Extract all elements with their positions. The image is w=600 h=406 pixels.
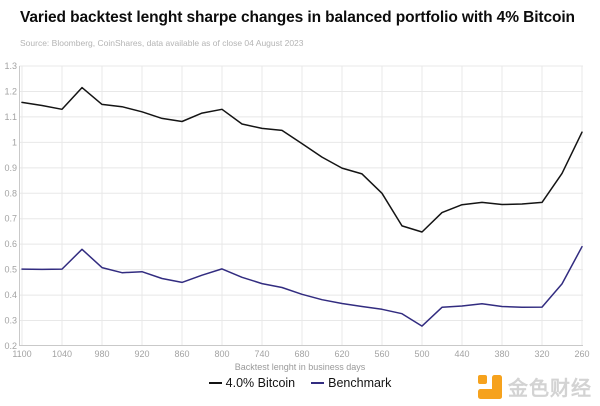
x-tick-label: 1100 [12, 349, 31, 359]
legend-label-benchmark: Benchmark [328, 376, 392, 390]
y-tick-label: 1 [12, 137, 17, 147]
legend-item-benchmark: Benchmark [311, 376, 391, 390]
x-tick-label: 800 [214, 349, 229, 359]
y-tick-label: 0.3 [4, 316, 17, 326]
y-tick-label: 0.7 [4, 214, 17, 224]
jinse-finance-logo: 金色财经 [478, 372, 592, 401]
x-tick-label: 680 [294, 349, 309, 359]
jinse-logo-text: 金色财经 [508, 378, 592, 400]
x-tick-label: 260 [574, 349, 589, 359]
x-tick-label: 500 [414, 349, 429, 359]
legend-item-bitcoin: 4.0% Bitcoin [208, 376, 296, 390]
series-line-4-0-bitcoin [21, 86, 583, 233]
benchmark-line-swatch-icon [311, 382, 325, 384]
y-tick-label: 0.5 [4, 265, 17, 275]
x-tick-label: 320 [534, 349, 549, 359]
x-tick-label: 920 [134, 349, 149, 359]
x-tick-label: 1040 [52, 349, 72, 359]
axis-lines [19, 66, 583, 346]
x-tick-label: 860 [174, 349, 189, 359]
y-tick-label: 1.1 [4, 112, 17, 122]
y-tick-label: 1.2 [4, 86, 17, 96]
x-tick-label: 560 [374, 349, 389, 359]
chart-legend: 4.0% Bitcoin Benchmark [0, 376, 600, 390]
y-tick-label: 0.4 [4, 290, 17, 300]
y-tick-label: 0.6 [4, 239, 17, 249]
y-tick-label: 0.9 [4, 163, 17, 173]
page-title: Varied backtest lenght sharpe changes in… [20, 9, 575, 26]
x-tick-label: 980 [94, 349, 109, 359]
x-tick-label: 440 [454, 349, 469, 359]
y-tick-label: 0.2 [4, 341, 17, 351]
x-tick-label: 620 [334, 349, 349, 359]
series-line-benchmark [21, 245, 583, 327]
x-tick-label: 740 [254, 349, 269, 359]
x-tick-label: 380 [494, 349, 509, 359]
jinse-logo-icon [478, 374, 502, 399]
bitcoin-line-swatch-icon [208, 382, 222, 384]
x-axis-title: Backtest lenght in business days [234, 362, 366, 372]
y-tick-label: 0.8 [4, 188, 17, 198]
legend-label-bitcoin: 4.0% Bitcoin [225, 376, 296, 390]
source-note: Source: Bloomberg, CoinShares, data avai… [20, 38, 304, 48]
y-tick-label: 1.3 [4, 61, 17, 71]
